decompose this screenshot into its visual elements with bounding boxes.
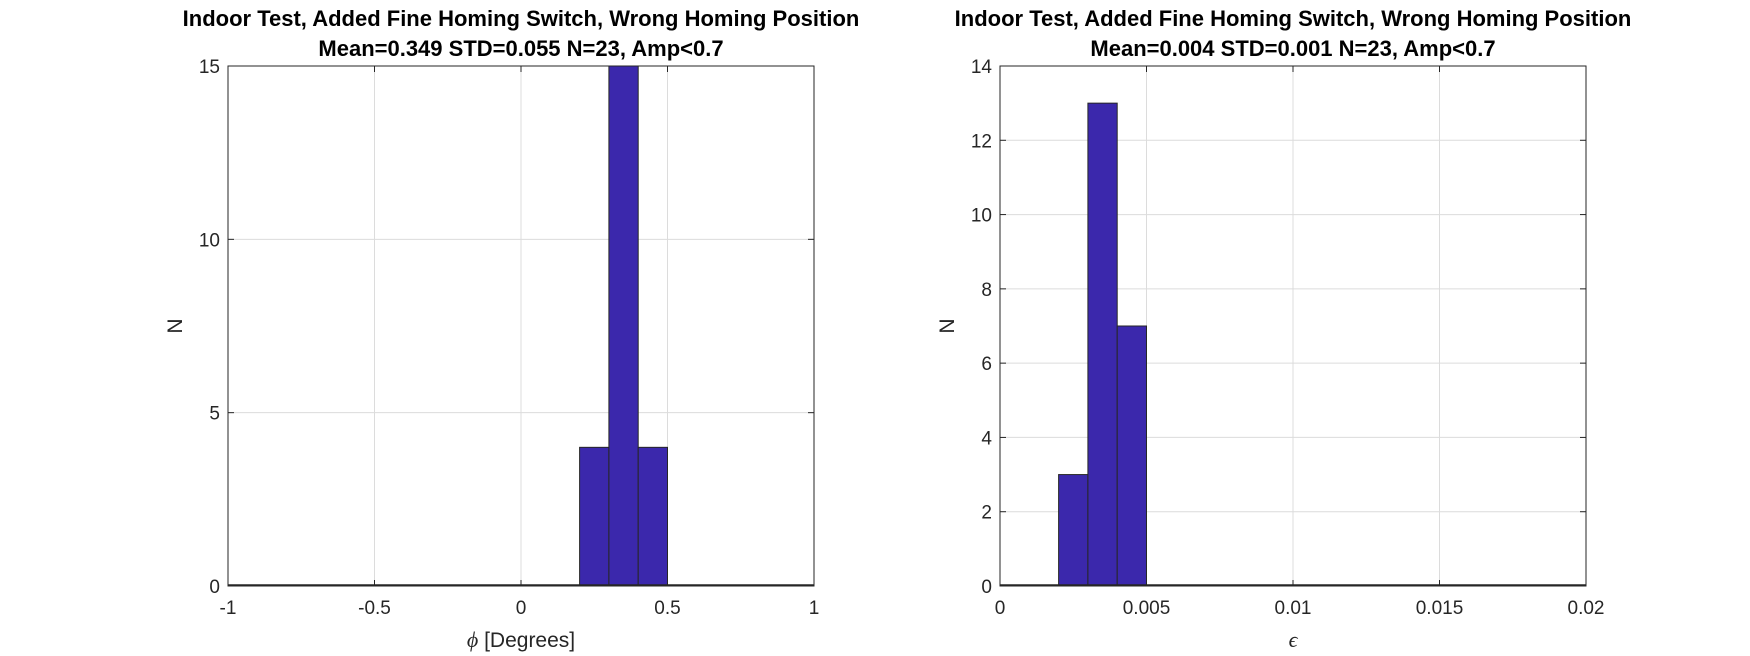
x-tick-label: 0.01 (1275, 598, 1312, 619)
y-tick-label: 5 (209, 404, 220, 425)
chart-subtitle: Mean=0.004 STD=0.001 N=23, Amp<0.7 (1090, 36, 1495, 61)
x-axis-label: ϵ (1289, 627, 1299, 652)
y-axis-label: N (164, 318, 187, 333)
x-tick-label: 0.015 (1416, 598, 1464, 619)
y-tick-label: 8 (981, 280, 992, 301)
y-tick-label: 14 (971, 57, 993, 78)
ticks: 0 0.005 0.01 0.015 0.02 0 2 4 6 8 10 12 14 (971, 57, 1605, 619)
y-axis-label: N (936, 318, 959, 333)
y-tick-label: 15 (199, 57, 220, 78)
x-tick-label: -1 (220, 598, 237, 619)
y-tick-label: 10 (199, 230, 220, 251)
bars (228, 65, 814, 587)
x-axis-label-symbol: ϵ (1289, 627, 1299, 652)
y-tick-label: 6 (981, 354, 992, 375)
chart-subtitle: Mean=0.349 STD=0.055 N=23, Amp<0.7 (318, 36, 723, 61)
chart-title: Indoor Test, Added Fine Homing Switch, W… (955, 6, 1632, 31)
y-tick-label: 10 (971, 206, 992, 227)
x-axis-label: ϕ [Degrees] (467, 627, 575, 652)
y-tick-label: 4 (981, 428, 992, 449)
histogram-bar (637, 446, 669, 587)
x-axis-label-symbol: ϕ (467, 627, 478, 652)
x-tick-label: -0.5 (358, 598, 391, 619)
histogram-epsilon: Indoor Test, Added Fine Homing Switch, W… (936, 6, 1631, 652)
histogram-bar (579, 446, 610, 587)
histogram-bar (1058, 474, 1089, 587)
y-tick-label: 2 (981, 503, 992, 524)
x-tick-label: 0.5 (654, 598, 680, 619)
x-tick-label: 0.005 (1123, 598, 1171, 619)
y-tick-label: 0 (981, 577, 992, 598)
x-tick-label: 0 (995, 598, 1006, 619)
y-tick-label: 0 (209, 577, 220, 598)
histogram-bar (1087, 102, 1118, 587)
x-tick-label: 0 (516, 598, 527, 619)
x-axis-label-text: [Degrees] (478, 629, 575, 652)
y-tick-label: 12 (971, 131, 992, 152)
histogram-phi: Indoor Test, Added Fine Homing Switch, W… (164, 6, 859, 652)
bars (1000, 102, 1586, 587)
x-tick-label: 1 (809, 598, 820, 619)
histogram-bar (608, 65, 639, 587)
chart-title: Indoor Test, Added Fine Homing Switch, W… (183, 6, 860, 31)
x-tick-label: 0.02 (1568, 598, 1605, 619)
histogram-bar (1116, 325, 1147, 587)
